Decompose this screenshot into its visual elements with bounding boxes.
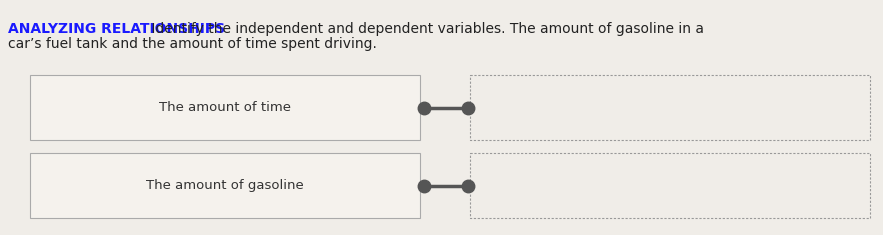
Text: ANALYZING RELATIONSHIPS: ANALYZING RELATIONSHIPS: [8, 22, 225, 36]
FancyBboxPatch shape: [470, 153, 870, 218]
Text: car’s fuel tank and the amount of time spent driving.: car’s fuel tank and the amount of time s…: [8, 37, 377, 51]
FancyBboxPatch shape: [30, 75, 420, 140]
Text: The amount of gasoline: The amount of gasoline: [146, 179, 304, 192]
Text: Identify the independent and dependent variables. The amount of gasoline in a: Identify the independent and dependent v…: [147, 22, 704, 36]
Text: The amount of time: The amount of time: [159, 101, 291, 114]
FancyBboxPatch shape: [470, 75, 870, 140]
FancyBboxPatch shape: [30, 153, 420, 218]
